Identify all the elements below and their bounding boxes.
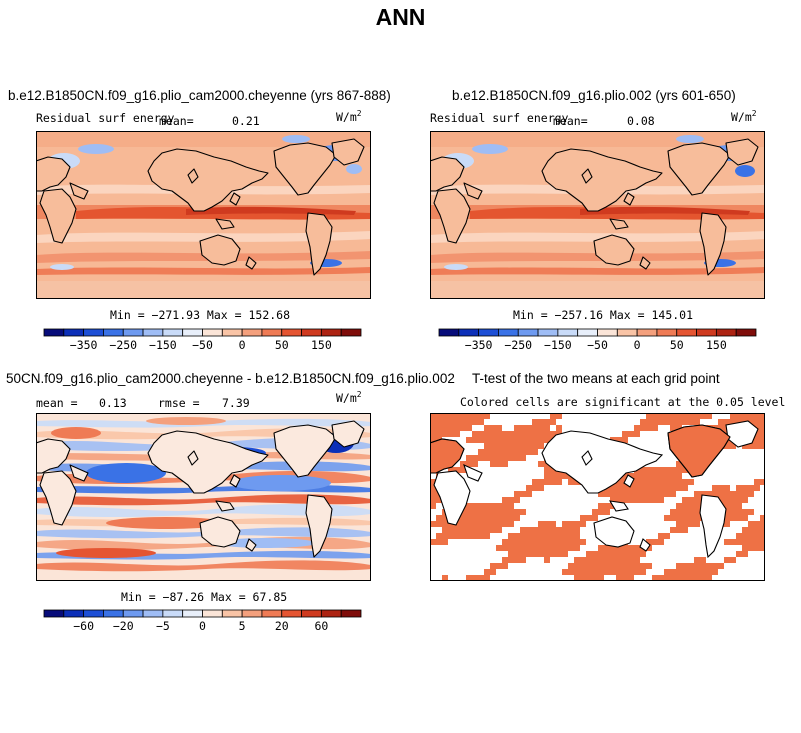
colorbar-2-label-1: −250	[504, 338, 532, 352]
panel-3-rmse-label: rmse =	[158, 396, 200, 410]
colorbar-3-swatch-3	[103, 609, 124, 618]
colorbar-3-swatch-11	[261, 609, 283, 618]
colorbar-3-label-2: −5	[156, 619, 170, 633]
colorbar-1-label-5: 50	[275, 338, 289, 352]
colorbar-3-swatch-9	[221, 609, 243, 618]
colorbar-1-swatch-15	[340, 328, 362, 337]
colorbar-1-swatch-13	[301, 328, 322, 337]
colorbar-2-swatch-7	[577, 328, 598, 337]
panel-3-rmse-value: 7.39	[222, 396, 250, 410]
colorbar-2-swatch-2	[478, 328, 499, 337]
panel-3-mean-value: 0.13	[99, 396, 127, 410]
colorbar-1-label-0: −350	[70, 338, 98, 352]
colorbar-3-swatch-6	[162, 609, 184, 618]
colorbar-3-swatch-5	[142, 609, 164, 618]
colorbar-1-swatch-5	[142, 328, 164, 337]
colorbar-3-swatch-4	[122, 609, 144, 618]
colorbar-2-swatch-9	[616, 328, 638, 337]
colorbar-1-swatch-1	[63, 328, 85, 337]
panel-3-colorbar: −60 −20 −5 0 5 20 60	[43, 609, 362, 633]
colorbar-3-swatch-1	[63, 609, 85, 618]
colorbar-3-swatch-15	[340, 609, 362, 618]
panel-3-map	[36, 413, 371, 581]
colorbar-1-swatch-14	[320, 328, 342, 337]
panel-1-map	[36, 131, 371, 299]
colorbar-2-label-4: 0	[634, 338, 641, 352]
colorbar-1-label-1: −250	[109, 338, 137, 352]
colorbar-2-swatch-13	[696, 328, 717, 337]
panel-1-variable: Residual surf energy	[36, 111, 175, 125]
colorbar-3-swatch-0	[43, 609, 65, 618]
figure-title: ANN	[375, 4, 426, 30]
panel-4-title: T-test of the two means at each grid poi…	[472, 371, 720, 386]
colorbar-2-label-6: 150	[706, 338, 727, 352]
colorbar-1-swatch-6	[162, 328, 184, 337]
colorbar-1-swatch-2	[83, 328, 104, 337]
colorbar-2-label-2: −150	[544, 338, 572, 352]
colorbar-3-label-0: −60	[73, 619, 94, 633]
panel-3-units: W/m2	[336, 390, 362, 405]
colorbar-1-label-3: −50	[192, 338, 213, 352]
panel-1-mean-value: 0.21	[232, 114, 260, 128]
panel-1-minmax: Min = −271.93 Max = 152.68	[110, 308, 291, 322]
colorbar-3-swatch-10	[241, 609, 263, 618]
colorbar-1-swatch-10	[241, 328, 263, 337]
colorbar-2-swatch-8	[597, 328, 618, 337]
colorbar-3-swatch-13	[301, 609, 322, 618]
colorbar-1-swatch-9	[221, 328, 243, 337]
colorbar-3-label-6: 60	[314, 619, 328, 633]
colorbar-1-swatch-11	[261, 328, 283, 337]
colorbar-3-label-3: 0	[199, 619, 206, 633]
panel-3-mean-label: mean =	[36, 396, 78, 410]
colorbar-3-label-1: −20	[113, 619, 134, 633]
colorbar-1-label-2: −150	[149, 338, 177, 352]
colorbar-1-label-4: 0	[239, 338, 246, 352]
panel-1-mean-label: mean=	[159, 114, 194, 128]
panel-4-subtitle: Colored cells are significant at the 0.0…	[460, 395, 786, 409]
colorbar-1-swatch-3	[103, 328, 124, 337]
panel-1-units: W/m2	[336, 109, 362, 124]
panel-2-title: b.e12.B1850CN.f09_g16.plio.002 (yrs 601-…	[452, 88, 736, 103]
panel-2-mean-value: 0.08	[627, 114, 655, 128]
colorbar-2-label-3: −50	[587, 338, 608, 352]
colorbar-1-swatch-8	[202, 328, 223, 337]
panel-3-minmax: Min = −87.26 Max = 67.85	[121, 590, 288, 604]
colorbar-2-swatch-1	[458, 328, 480, 337]
panel-2-variable: Residual surf energy	[430, 111, 569, 125]
colorbar-3-label-5: 20	[275, 619, 289, 633]
colorbar-2-swatch-14	[715, 328, 737, 337]
colorbar-3-swatch-2	[83, 609, 104, 618]
panel-2-colorbar: −350 −250 −150 −50 0 50 150	[438, 328, 757, 352]
colorbar-1-swatch-7	[182, 328, 203, 337]
panel-2-minmax: Min = −257.16 Max = 145.01	[513, 308, 694, 322]
colorbar-1-swatch-12	[281, 328, 302, 337]
colorbar-2-swatch-12	[676, 328, 697, 337]
colorbar-1-label-6: 150	[311, 338, 332, 352]
colorbar-1-swatch-0	[43, 328, 65, 337]
colorbar-2-label-0: −350	[465, 338, 493, 352]
colorbar-3-swatch-8	[202, 609, 223, 618]
colorbar-3-swatch-14	[320, 609, 342, 618]
panel-4-map	[430, 413, 765, 581]
colorbar-2-swatch-5	[537, 328, 559, 337]
colorbar-1-swatch-4	[122, 328, 144, 337]
colorbar-2-swatch-3	[498, 328, 519, 337]
panel-2-mean-label: mean=	[553, 114, 588, 128]
colorbar-2-swatch-10	[636, 328, 658, 337]
panel-2-map	[430, 131, 765, 299]
colorbar-3-label-4: 5	[239, 619, 246, 633]
colorbar-2-label-5: 50	[670, 338, 684, 352]
colorbar-2-swatch-15	[735, 328, 757, 337]
colorbar-3-swatch-12	[281, 609, 302, 618]
panel-2-units: W/m2	[731, 109, 757, 124]
colorbar-2-swatch-6	[557, 328, 579, 337]
colorbar-3-swatch-7	[182, 609, 203, 618]
panel-3-title: 50CN.f09_g16.plio_cam2000.cheyenne - b.e…	[6, 371, 455, 386]
panel-1-colorbar: −350 −250 −150 −50 0 50 150	[43, 328, 362, 352]
colorbar-2-swatch-11	[656, 328, 678, 337]
panel-1-title: b.e12.B1850CN.f09_g16.plio_cam2000.cheye…	[8, 88, 391, 103]
colorbar-2-swatch-0	[438, 328, 460, 337]
colorbar-2-swatch-4	[517, 328, 539, 337]
